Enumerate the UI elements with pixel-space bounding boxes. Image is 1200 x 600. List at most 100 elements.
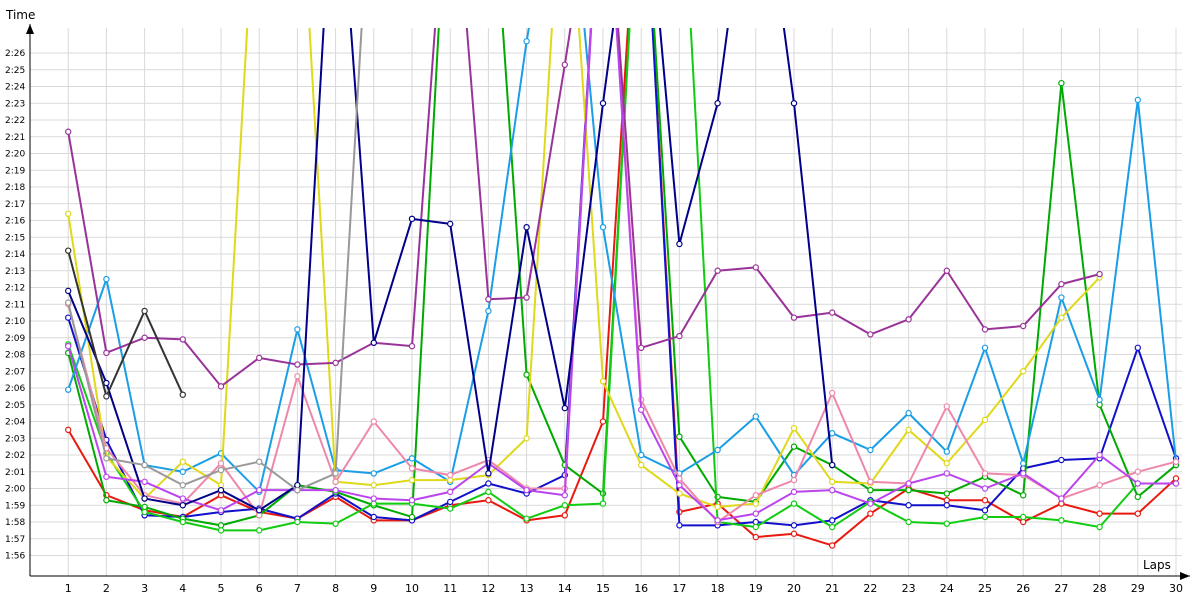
data-point	[103, 393, 110, 400]
y-tick-label: 2:16	[5, 217, 25, 227]
data-point	[1096, 510, 1103, 517]
data-point	[790, 530, 798, 537]
data-point	[256, 507, 263, 514]
y-tick-label: 2:21	[5, 133, 25, 143]
data-point	[1096, 396, 1103, 403]
data-point	[561, 512, 569, 519]
data-point	[523, 371, 530, 378]
data-point	[1020, 368, 1027, 375]
data-point	[561, 61, 569, 68]
data-point	[447, 220, 454, 228]
x-tick-label: 4	[179, 582, 186, 595]
data-point	[1134, 96, 1142, 104]
data-point	[64, 247, 72, 254]
x-tick-label: 11	[443, 582, 457, 595]
data-point	[1058, 294, 1065, 301]
data-point	[1020, 518, 1027, 526]
data-point	[943, 403, 951, 410]
data-point	[523, 38, 530, 45]
tick-labels: 1:56 1:57 1:58 1:59 2:00 2:01 2:02 2:03 2:04 2:05…	[5, 49, 1183, 595]
y-tick-label: 2:14	[5, 250, 25, 260]
data-point	[1058, 314, 1065, 321]
data-point	[408, 465, 416, 472]
data-point	[561, 492, 569, 499]
data-point	[179, 518, 186, 526]
data-point	[523, 223, 530, 231]
data-point	[676, 332, 683, 340]
data-point	[1058, 280, 1065, 288]
data-point	[103, 379, 110, 387]
x-tick-label: 19	[749, 582, 763, 595]
data-point	[1096, 401, 1103, 408]
x-tick-label: 30	[1169, 582, 1183, 595]
data-point	[790, 100, 798, 107]
data-point	[676, 522, 683, 529]
data-point	[523, 515, 530, 522]
data-point	[141, 495, 148, 502]
data-point	[1058, 500, 1065, 507]
y-tick-label: 2:17	[5, 200, 25, 210]
data-point	[867, 500, 874, 507]
data-point	[752, 518, 760, 526]
y-tick-label: 2:25	[5, 66, 25, 76]
data-point	[829, 486, 836, 494]
data-point	[981, 513, 989, 521]
data-point	[370, 470, 377, 477]
series-line	[67, 250, 184, 398]
y-tick-label: 2:09	[5, 334, 25, 344]
y-tick-label: 2:02	[5, 451, 25, 461]
data-point	[217, 492, 225, 499]
y-tick-label: 1:58	[5, 518, 25, 528]
y-tick-label: 2:20	[5, 150, 25, 160]
x-tick-label: 13	[520, 582, 534, 595]
data-point	[676, 490, 683, 497]
data-point	[447, 505, 454, 512]
x-tick-label: 2	[103, 582, 110, 595]
data-point	[217, 527, 225, 534]
data-point	[752, 492, 760, 499]
data-point	[179, 458, 186, 465]
data-point	[561, 404, 569, 412]
data-point	[485, 307, 492, 315]
y-tick-label: 2:06	[5, 384, 25, 394]
x-tick-label: 12	[481, 582, 495, 595]
data-point	[64, 210, 72, 217]
y-tick-label: 2:12	[5, 284, 25, 294]
data-point	[332, 470, 339, 477]
x-tick-label: 15	[596, 582, 610, 595]
x-tick-label: 20	[787, 582, 801, 595]
data-point	[829, 461, 836, 469]
data-point	[408, 476, 416, 484]
series-9	[64, 28, 1103, 390]
data-point	[294, 361, 301, 368]
data-point	[752, 264, 760, 271]
data-point	[64, 299, 72, 306]
data-point	[332, 478, 339, 485]
data-point	[217, 460, 225, 467]
data-point	[64, 314, 72, 321]
data-point	[217, 481, 225, 489]
data-point	[599, 378, 607, 385]
data-point	[294, 486, 301, 494]
data-point	[447, 471, 454, 479]
data-point	[943, 267, 951, 274]
data-point	[638, 451, 645, 459]
y-tick-label: 2:00	[5, 485, 25, 495]
data-point	[867, 478, 874, 485]
data-point	[599, 223, 607, 231]
y-tick-label: 2:04	[5, 418, 25, 428]
data-point	[829, 523, 836, 531]
data-point	[790, 522, 798, 529]
data-point	[1096, 523, 1103, 531]
data-point	[256, 458, 263, 465]
data-point	[447, 488, 454, 496]
data-point	[64, 342, 72, 350]
data-point	[1134, 468, 1142, 475]
data-point	[638, 406, 645, 413]
data-point	[981, 485, 989, 492]
data-point	[370, 339, 377, 346]
x-tick-label: 16	[634, 582, 648, 595]
data-point	[752, 533, 760, 541]
data-point	[408, 513, 416, 521]
data-point	[485, 480, 492, 487]
